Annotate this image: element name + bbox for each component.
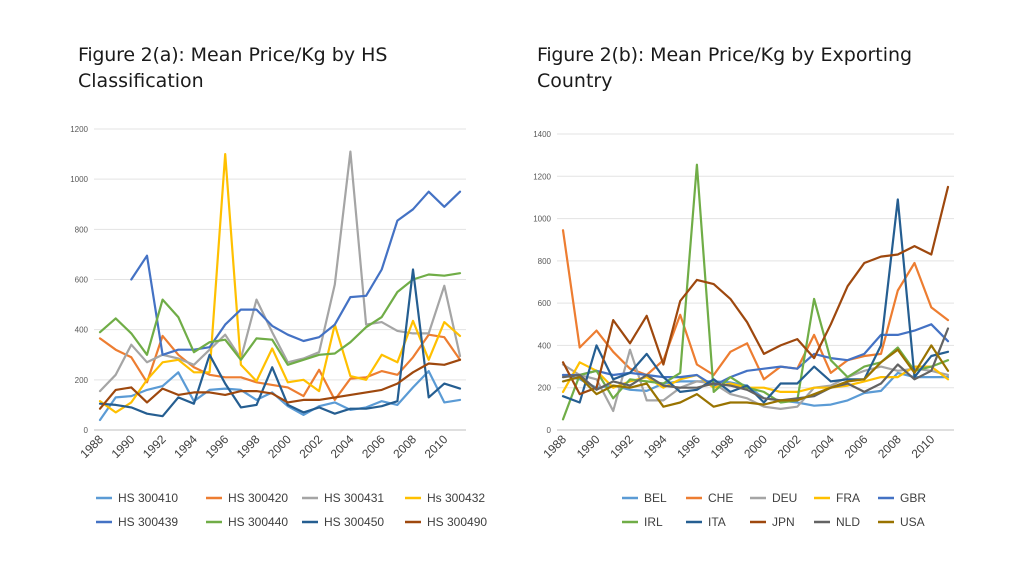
chart-a-series-line-hs-300439	[130, 190, 462, 356]
chart-b-title-prefix: Figure 2(b):	[537, 44, 645, 66]
chart-a-series-line-hs-300410	[98, 370, 462, 422]
legend-label: HS 300450	[324, 515, 384, 529]
legend-label: ITA	[708, 515, 726, 529]
chart-a-x-tick-label: 1988	[77, 432, 106, 461]
chart-a-legend-item: HS 300490	[405, 515, 487, 529]
legend-label: BEL	[644, 491, 667, 505]
chart-b-series-line-gbr	[561, 323, 950, 387]
chart-b-legend-item: JPN	[750, 515, 795, 529]
chart-a-x-tick-label: 1998	[234, 432, 263, 461]
chart-a-title: Figure 2(a): Mean Price/Kg by HS Classif…	[78, 42, 438, 94]
chart-b-legend-item: BEL	[622, 491, 667, 505]
chart-b-legend-item: NLD	[814, 515, 860, 529]
chart-a-series-line-hs-300490	[98, 358, 462, 410]
legend-label: IRL	[644, 515, 663, 529]
chart-b-x-tick-label: 2006	[842, 432, 871, 461]
chart-a-y-tick-label: 800	[75, 225, 89, 234]
legend-label: HS 300439	[118, 515, 178, 529]
chart-a-legend-item: HS 300450	[302, 515, 384, 529]
legend-label: GBR	[900, 491, 926, 505]
chart-b-x-tick-label: 2004	[808, 432, 837, 461]
chart-a-x-tick-label: 2002	[296, 432, 325, 461]
chart-b-y-tick-label: 1400	[533, 130, 551, 139]
legend-label: HS 300431	[324, 491, 384, 505]
chart-b-x-tick-label: 2008	[875, 432, 904, 461]
chart-b-y-tick-label: 800	[538, 257, 552, 266]
chart-a-series-line-hs-300450	[98, 268, 462, 418]
legend-label: NLD	[836, 515, 860, 529]
chart-a-x-tick-label: 1992	[140, 432, 169, 461]
chart-b-series-line-nld	[561, 327, 950, 402]
chart-b-y-tick-label: 1200	[533, 172, 551, 181]
chart-b-series-line-usa	[561, 344, 950, 408]
chart-b-legend-item: ITA	[686, 515, 726, 529]
chart-b-y-tick-label: 0	[547, 426, 552, 435]
chart-a-x-tick-label: 2000	[265, 432, 294, 461]
chart-a-x-tick-label: 1996	[203, 432, 232, 461]
chart-b-y-tick-label: 1000	[533, 215, 551, 224]
chart-b-series-line-fra	[561, 361, 950, 393]
legend-label: HS 300410	[118, 491, 178, 505]
chart-b-x-tick-label: 1992	[607, 432, 636, 461]
chart-b-legend-item: USA	[878, 515, 925, 529]
legend-label: HS 300420	[228, 491, 288, 505]
chart-a-x-tick-label: 2010	[422, 432, 451, 461]
chart-b-series-line-jpn	[561, 185, 950, 396]
chart-b-legend-item: DEU	[750, 491, 797, 505]
chart-a-y-tick-label: 0	[84, 426, 89, 435]
chart-a-legend-item: Hs 300432	[405, 491, 485, 505]
chart-b-x-tick-label: 1990	[574, 432, 603, 461]
chart-b-title: Figure 2(b): Mean Price/Kg by Exporting …	[537, 42, 977, 94]
chart-a-y-tick-label: 400	[75, 326, 89, 335]
chart-a-title-text: Mean Price/Kg by HS Classification	[78, 44, 388, 92]
chart-a-legend-item: HS 300431	[302, 491, 384, 505]
chart-b-series-line-deu	[561, 348, 950, 413]
chart-a-legend-item: HS 300439	[96, 515, 178, 529]
chart-b-series-line-bel	[561, 371, 950, 407]
chart-a-title-prefix: Figure 2(a):	[78, 44, 185, 66]
chart-a-y-tick-label: 1200	[70, 125, 88, 134]
legend-label: FRA	[836, 491, 860, 505]
chart-a-legend-item: HS 300440	[206, 515, 288, 529]
chart-a-x-tick-label: 1994	[171, 432, 200, 461]
chart-b-x-tick-label: 1998	[708, 432, 737, 461]
chart-b-x-tick-label: 2002	[775, 432, 804, 461]
chart-a-y-tick-label: 600	[75, 276, 89, 285]
chart-a-x-tick-label: 2004	[328, 432, 357, 461]
chart-a-legend-item: HS 300420	[206, 491, 288, 505]
chart-b-legend-item: FRA	[814, 491, 860, 505]
legend-label: CHE	[708, 491, 733, 505]
legend-label: JPN	[772, 515, 795, 529]
chart-a-series-line-hs-300431	[98, 150, 462, 393]
legend-label: HS 300490	[427, 515, 487, 529]
chart-b-y-tick-label: 600	[538, 299, 552, 308]
chart-a-x-tick-label: 2006	[359, 432, 388, 461]
chart-b-x-tick-label: 2000	[741, 432, 770, 461]
legend-label: DEU	[772, 491, 797, 505]
chart-b-series-line-irl	[561, 163, 950, 421]
legend-label: HS 300440	[228, 515, 288, 529]
chart-b-legend-item: IRL	[622, 515, 663, 529]
chart-b-legend-item: GBR	[878, 491, 926, 505]
chart-b-x-tick-label: 1994	[641, 432, 670, 461]
legend-label: Hs 300432	[427, 491, 485, 505]
chart-b-series-line-che	[561, 229, 950, 381]
chart-b-x-tick-label: 2010	[909, 432, 938, 461]
chart-a-series-line-hs-300440	[98, 272, 462, 366]
chart-b-x-tick-label: 1996	[674, 432, 703, 461]
chart-b-x-tick-label: 1988	[540, 432, 569, 461]
chart-b-legend-item: CHE	[686, 491, 733, 505]
chart-b-y-tick-label: 400	[538, 341, 552, 350]
chart-a-y-tick-label: 200	[75, 376, 89, 385]
legend-label: USA	[900, 515, 925, 529]
chart-b-y-tick-label: 200	[538, 384, 552, 393]
chart-a-y-tick-label: 1000	[70, 175, 88, 184]
chart-b-title-text: Mean Price/Kg by Exporting Country	[537, 44, 913, 92]
chart-a-x-tick-label: 1990	[109, 432, 138, 461]
chart-a-legend-item: HS 300410	[96, 491, 178, 505]
chart-a-series-line-hs-300432	[98, 153, 462, 414]
chart-a-x-tick-label: 2008	[390, 432, 419, 461]
chart-b-series-line-ita	[561, 198, 950, 404]
